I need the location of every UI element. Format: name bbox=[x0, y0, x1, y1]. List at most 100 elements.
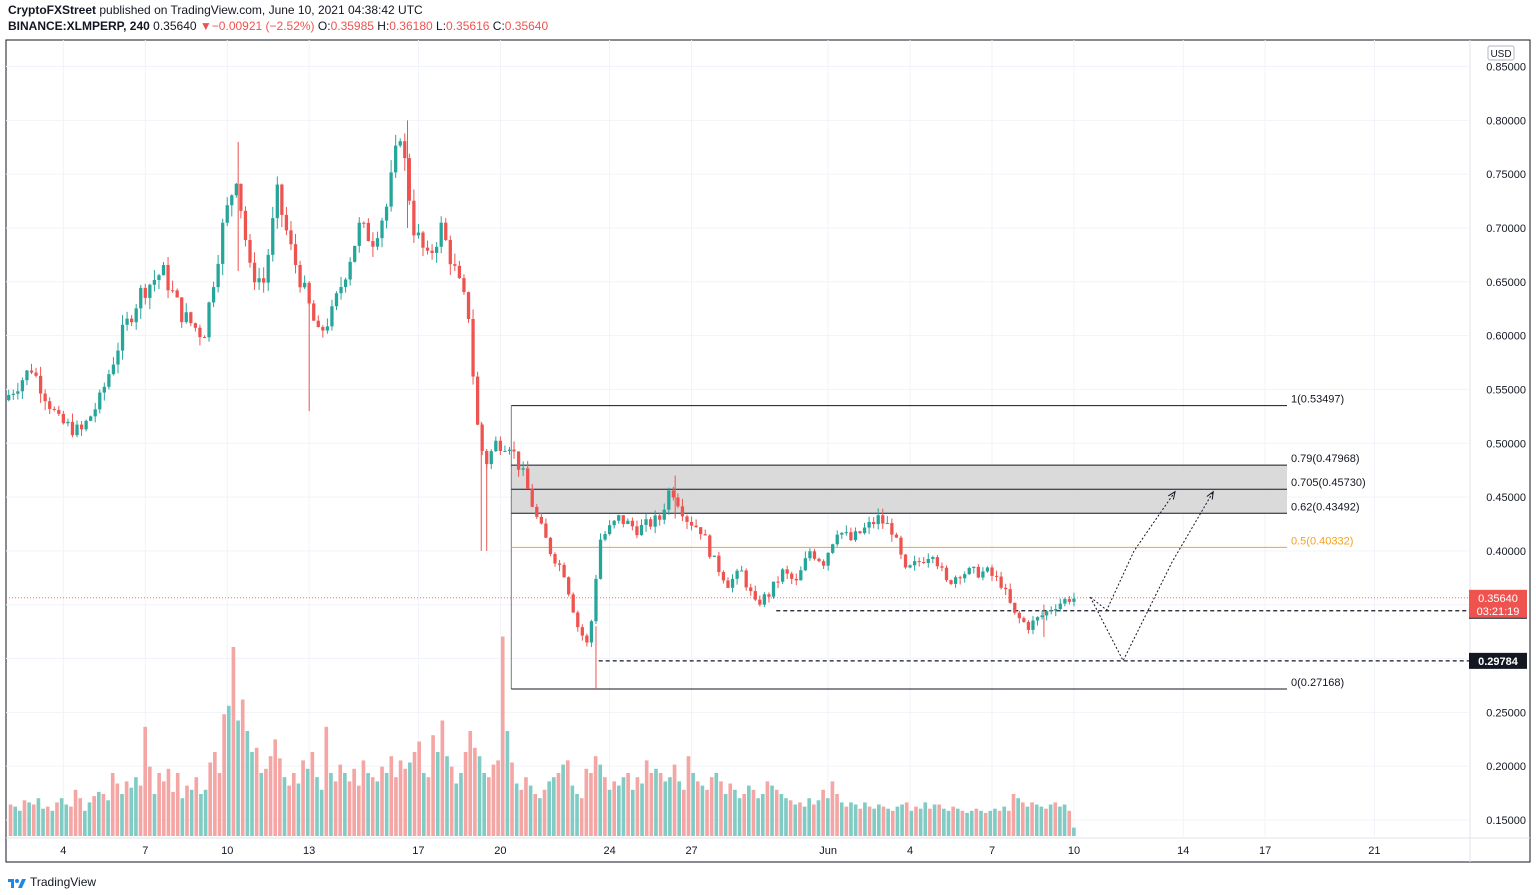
volume-bar bbox=[412, 752, 417, 836]
volume-bar bbox=[635, 777, 640, 836]
volume-bar bbox=[700, 785, 705, 836]
volume-bar bbox=[148, 766, 152, 836]
volume-bar bbox=[287, 785, 291, 836]
candle-body bbox=[803, 558, 808, 571]
volume-bar bbox=[55, 802, 59, 836]
volume-bar bbox=[175, 773, 180, 836]
volume-bar bbox=[1020, 802, 1025, 836]
candle-body bbox=[758, 599, 762, 605]
candle-body bbox=[621, 515, 625, 525]
volume-bar bbox=[18, 810, 22, 836]
volume-bar bbox=[486, 777, 491, 836]
close-value: 0.35640 bbox=[504, 19, 549, 33]
volume-bar bbox=[333, 781, 338, 836]
volume-bar bbox=[8, 804, 13, 836]
volume-bar bbox=[403, 768, 408, 836]
candle-body bbox=[234, 183, 238, 196]
volume-bar bbox=[979, 810, 983, 836]
candle-body bbox=[676, 497, 680, 507]
candle-body bbox=[207, 302, 211, 338]
candle-body bbox=[717, 555, 721, 573]
projection-arrowhead bbox=[1167, 490, 1176, 500]
volume-bar bbox=[737, 798, 742, 836]
candle-body bbox=[498, 440, 503, 451]
candle-body bbox=[193, 323, 198, 328]
candle-body bbox=[708, 535, 712, 557]
candle-body bbox=[940, 566, 944, 568]
close-label: C: bbox=[492, 19, 505, 33]
y-tick-label: 0.75000 bbox=[1486, 169, 1526, 181]
candle-body bbox=[7, 394, 11, 401]
candle-body bbox=[416, 232, 421, 236]
volume-bar bbox=[682, 789, 686, 836]
candle-body bbox=[771, 581, 776, 597]
symbol-label[interactable]: BINANCE:XLMPERP, 240 bbox=[8, 19, 150, 33]
candle-body bbox=[189, 312, 193, 324]
volume-bar bbox=[877, 804, 881, 836]
candle-body bbox=[380, 220, 384, 239]
volume-bar bbox=[278, 758, 282, 836]
candle-body bbox=[899, 537, 903, 555]
candle-body bbox=[66, 421, 70, 424]
volume-bar bbox=[83, 810, 87, 836]
volume-bar bbox=[589, 773, 593, 836]
candle-body bbox=[371, 241, 375, 247]
x-tick-label: 21 bbox=[1368, 845, 1380, 857]
candle-body bbox=[266, 254, 270, 283]
volume-bar bbox=[1048, 804, 1053, 836]
volume-bar bbox=[617, 785, 621, 836]
currency-label: USD bbox=[1490, 49, 1511, 60]
current-price-badge bbox=[1469, 589, 1527, 618]
volume-bar bbox=[96, 791, 101, 836]
candle-body bbox=[403, 141, 407, 159]
footer-brand[interactable]: TradingView bbox=[8, 875, 96, 889]
candle-body bbox=[84, 420, 88, 430]
candle-body bbox=[143, 287, 147, 298]
y-tick-label: 0.65000 bbox=[1486, 277, 1526, 289]
candle-body bbox=[799, 570, 803, 581]
volume-bar bbox=[719, 781, 723, 836]
candle-body bbox=[749, 587, 753, 592]
volume-bar bbox=[500, 636, 505, 836]
volume-bar bbox=[793, 804, 798, 836]
candle-body bbox=[271, 218, 275, 255]
candle-body bbox=[93, 409, 97, 417]
volume-bar bbox=[449, 766, 454, 836]
volume-bar bbox=[751, 789, 756, 836]
candle-body bbox=[831, 544, 835, 553]
volume-bar bbox=[73, 789, 78, 836]
volume-bar bbox=[765, 781, 770, 836]
candle-body bbox=[120, 324, 125, 351]
fib-level-label: 0.62(0.43492) bbox=[1291, 501, 1360, 513]
volume-bar bbox=[668, 777, 672, 836]
volume-bar bbox=[189, 789, 194, 836]
candle-body bbox=[972, 566, 976, 569]
volume-bar bbox=[27, 802, 31, 836]
candle-body bbox=[658, 515, 662, 520]
y-tick-label: 0.45000 bbox=[1486, 492, 1526, 504]
volume-bar bbox=[849, 802, 853, 836]
y-tick-label: 0.20000 bbox=[1486, 761, 1526, 773]
volume-bar bbox=[1067, 810, 1072, 836]
candle-body bbox=[284, 214, 289, 231]
volume-bar bbox=[468, 731, 473, 836]
low-label: L: bbox=[436, 19, 447, 33]
x-tick-label: 4 bbox=[60, 845, 66, 857]
publisher-name[interactable]: CryptoFXStreet bbox=[8, 3, 97, 17]
volume-bar bbox=[570, 785, 575, 836]
volume-bar bbox=[1062, 804, 1067, 836]
candle-body bbox=[57, 409, 61, 414]
candle-body bbox=[607, 525, 612, 535]
volume-bar bbox=[213, 752, 217, 836]
candle-body bbox=[325, 326, 330, 331]
volume-bar bbox=[603, 777, 607, 836]
volume-bar bbox=[556, 773, 561, 836]
candle-body bbox=[425, 247, 430, 251]
volume-bar bbox=[370, 777, 375, 836]
volume-bar bbox=[561, 764, 565, 836]
candle-body bbox=[494, 440, 498, 452]
volume-bar bbox=[454, 783, 459, 836]
volume-bar bbox=[115, 783, 120, 836]
volume-bar bbox=[733, 789, 737, 836]
